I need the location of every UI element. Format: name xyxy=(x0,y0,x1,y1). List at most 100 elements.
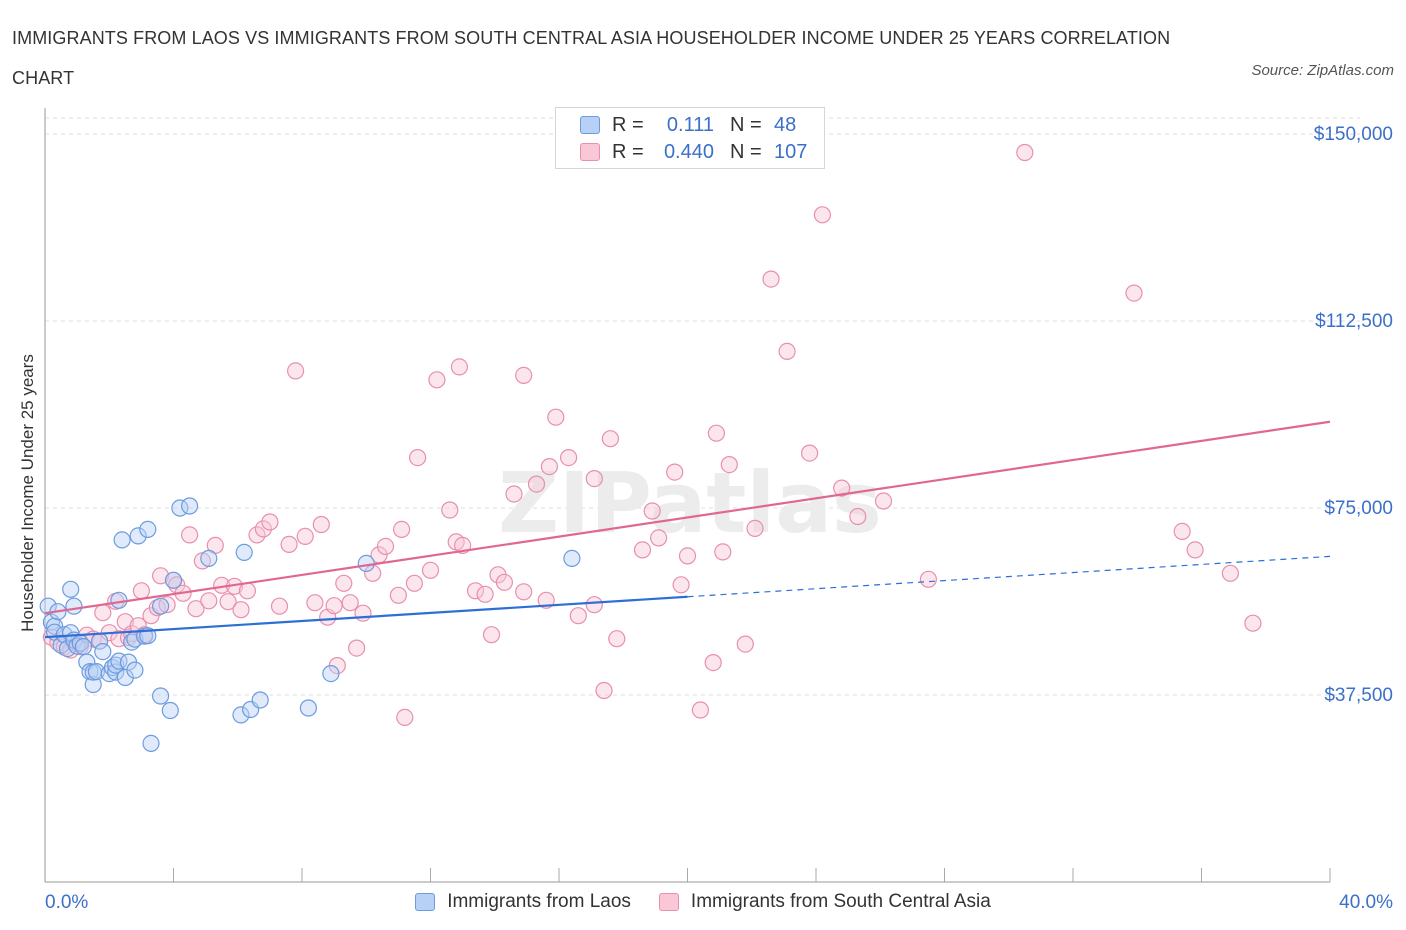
sca-point xyxy=(280,535,298,554)
sca-point xyxy=(450,358,468,376)
sca-point xyxy=(354,604,372,622)
sca-point xyxy=(335,574,353,592)
laos-point xyxy=(235,543,253,562)
sca-swatch xyxy=(658,893,679,911)
sca-point xyxy=(849,507,867,526)
laos-trend-line xyxy=(44,595,688,639)
sca-point xyxy=(405,574,423,592)
laos-swatch xyxy=(580,116,600,134)
laos-point xyxy=(200,549,218,568)
sca-point xyxy=(608,630,626,648)
sca-point xyxy=(633,541,652,559)
sca-point xyxy=(466,582,485,600)
y-tick-label: $112,500 xyxy=(1315,311,1393,332)
sca-point xyxy=(707,424,726,442)
r-label: R = xyxy=(612,113,644,136)
sca-point xyxy=(254,520,272,538)
laos-point xyxy=(152,597,170,615)
sca-point xyxy=(287,362,305,380)
series-legend: Immigrants from Laos Immigrants from Sou… xyxy=(0,889,1406,915)
sca-point xyxy=(515,366,533,384)
sca-point xyxy=(585,596,603,614)
sca-point xyxy=(540,458,559,476)
sca-point xyxy=(1173,522,1191,541)
sca-point xyxy=(1125,284,1143,302)
sca-point xyxy=(261,513,279,531)
laos-point xyxy=(74,637,93,656)
legend-item-sca[interactable]: Immigrants from South Central Asia xyxy=(658,891,991,913)
sca-point xyxy=(666,463,684,481)
sca-point xyxy=(919,570,938,588)
source-label: Source: ZipAtlas.com xyxy=(1251,62,1394,79)
sca-point xyxy=(152,567,170,585)
laos-point xyxy=(65,597,83,615)
sca-swatch xyxy=(580,143,600,161)
sca-point xyxy=(595,681,613,700)
legend-label-sca: Immigrants from South Central Asia xyxy=(690,891,991,912)
sca-point xyxy=(421,561,440,579)
laos-point xyxy=(62,580,80,598)
laos-point xyxy=(251,691,269,709)
r-value-laos: 0.111 xyxy=(666,113,714,136)
sca-point xyxy=(376,537,395,556)
sca-point xyxy=(762,270,780,288)
sca-point xyxy=(736,635,754,653)
sca-point xyxy=(312,515,330,534)
sca-point xyxy=(1016,143,1034,162)
y-tick-label: $75,000 xyxy=(1324,498,1393,519)
sca-point xyxy=(158,596,176,614)
sca-point xyxy=(691,701,710,719)
sca-point xyxy=(441,501,459,519)
sca-point xyxy=(232,601,250,619)
laos-point xyxy=(161,701,179,720)
sca-point xyxy=(569,607,587,625)
n-label: N = xyxy=(730,140,762,163)
x-tick-label-max: 40.0% xyxy=(1339,892,1393,913)
laos-point xyxy=(68,637,86,655)
laos-point xyxy=(152,687,170,705)
axis-layer xyxy=(44,108,1331,883)
legend-item-laos[interactable]: Immigrants from Laos xyxy=(415,891,631,913)
sca-point xyxy=(585,470,603,488)
n-value-sca: 107 xyxy=(774,140,808,163)
trend-layer xyxy=(44,420,1331,639)
laos-point xyxy=(126,661,144,679)
sca-point xyxy=(248,526,266,544)
legend-row-sca: R = 0.440 N = 107 xyxy=(580,139,807,165)
sca-point xyxy=(219,593,237,611)
n-label: N = xyxy=(730,113,762,136)
laos-point xyxy=(45,617,64,635)
sca-point xyxy=(1221,564,1240,582)
laos-point xyxy=(94,642,112,661)
sca-point xyxy=(495,573,513,591)
laos-points xyxy=(39,497,581,753)
sca-point xyxy=(238,582,256,600)
sca-point xyxy=(649,529,668,547)
sca-point xyxy=(874,492,893,510)
laos-point xyxy=(39,597,57,615)
laos-point xyxy=(232,706,250,724)
sca-point xyxy=(601,430,620,448)
sca-point xyxy=(746,519,764,538)
sca-point xyxy=(672,576,690,594)
y-tick-labels: $37,500 $75,000 $112,500 $150,000 xyxy=(1314,124,1393,706)
sca-point xyxy=(306,594,324,612)
y-tick-label: $37,500 xyxy=(1324,685,1393,706)
correlation-legend: R = 0.111 N = 48 R = 0.440 N = 107 xyxy=(555,107,825,169)
chart-title: IMMIGRANTS FROM LAOS VS IMMIGRANTS FROM … xyxy=(12,28,1171,88)
sca-point xyxy=(527,475,546,493)
laos-point xyxy=(129,527,147,545)
sca-point xyxy=(515,583,533,601)
sca-trend-line xyxy=(44,420,1331,615)
laos-point xyxy=(563,549,581,568)
sca-point xyxy=(348,639,366,657)
r-label: R = xyxy=(612,140,644,163)
legend-label-laos: Immigrants from Laos xyxy=(447,891,631,912)
sca-point xyxy=(813,206,832,224)
sca-point xyxy=(1244,614,1262,632)
sca-point xyxy=(409,449,427,467)
sca-point xyxy=(1186,541,1204,559)
sca-point xyxy=(482,626,501,644)
laos-point xyxy=(107,663,125,681)
